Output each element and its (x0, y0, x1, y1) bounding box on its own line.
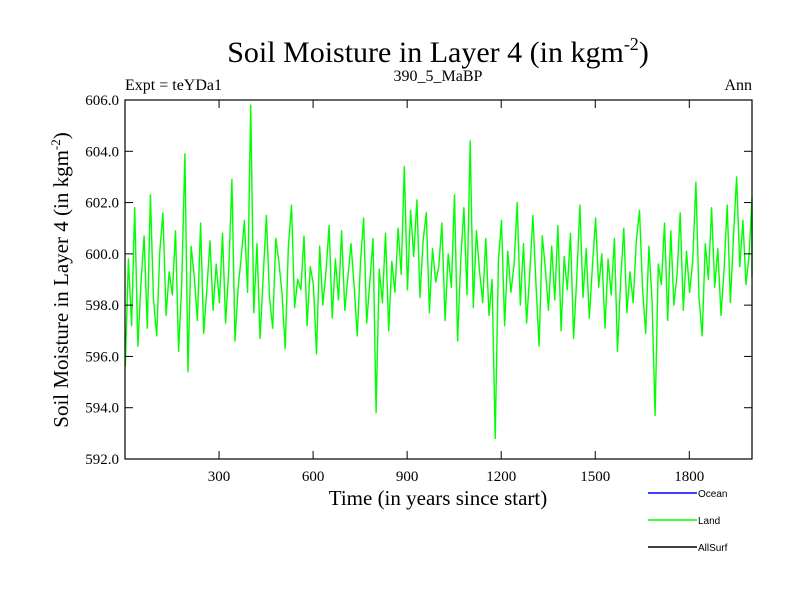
x-tick-label: 1500 (580, 469, 610, 485)
y-axis-label-superscript: -2 (48, 139, 63, 150)
chart-title: Soil Moisture in Layer 4 (in kgm-2) (227, 34, 649, 69)
chart-title-close: ) (639, 36, 649, 69)
x-axis: 300 600 900 1200 1500 1800 (208, 100, 704, 485)
y-tick-label: 592.0 (85, 452, 119, 468)
y-tick-label: 600.0 (85, 247, 119, 263)
legend-ocean-label: Ocean (698, 489, 727, 500)
x-tick-label: 1800 (674, 469, 704, 485)
y-tick-label: 594.0 (85, 401, 119, 417)
y-axis-label: Soil Moisture in Layer 4 (in kgm-2) (48, 132, 73, 427)
y-tick-label: 596.0 (85, 349, 119, 365)
plot-frame (124, 99, 753, 460)
y-tick-label: 606.0 (85, 93, 119, 109)
chart-title-superscript: -2 (624, 34, 639, 54)
y-axis-label-text: Soil Moisture in Layer 4 (in kgm (49, 150, 73, 428)
legend-land-label: Land (698, 516, 720, 527)
y-tick-label: 604.0 (85, 144, 119, 160)
legend: Ocean Land AllSurf (648, 489, 728, 554)
x-axis-label: Time (in years since start) (329, 486, 548, 510)
x-tick-label: 1200 (486, 469, 516, 485)
x-tick-label: 300 (208, 469, 231, 485)
y-axis-label-close: ) (49, 132, 73, 139)
subtitle-center: 390_5_MaBP (394, 68, 483, 85)
x-tick-label: 900 (396, 469, 419, 485)
legend-allsurf-label: AllSurf (698, 543, 728, 554)
subtitle-right: Ann (724, 77, 752, 94)
y-axis: 592.0 594.0 596.0 598.0 600.0 602.0 604.0 606.0 (85, 93, 752, 468)
subtitle-left: Expt = teYDa1 (125, 77, 222, 94)
chart-title-text: Soil Moisture in Layer 4 (in kgm (227, 36, 624, 69)
series-land-line (124, 104, 753, 440)
x-tick-label: 600 (302, 469, 325, 485)
y-tick-label: 598.0 (85, 298, 119, 314)
y-tick-label: 602.0 (85, 196, 119, 212)
